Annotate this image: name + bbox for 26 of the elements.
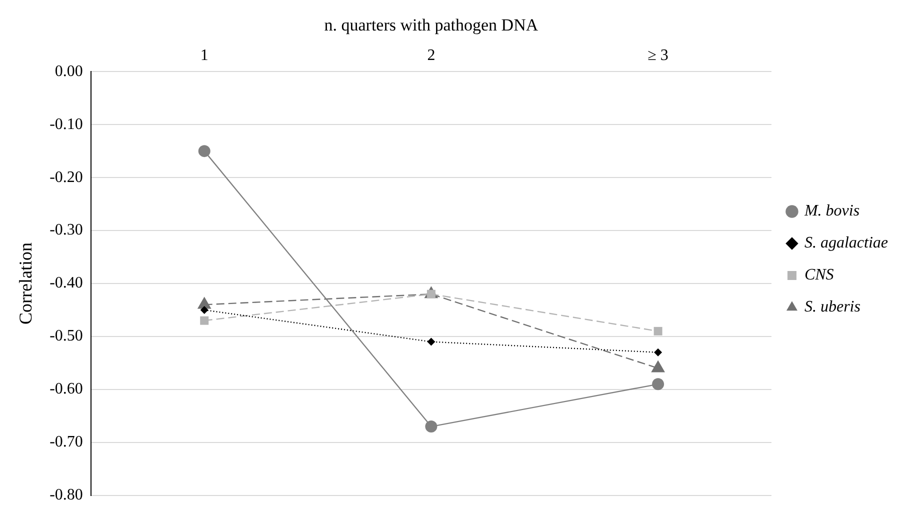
legend-label: CNS (804, 266, 834, 284)
y-tick-label: -0.60 (50, 380, 83, 398)
x-tick-label: 2 (427, 47, 436, 64)
point (198, 145, 210, 158)
x-tick-label: ≥ 3 (648, 47, 668, 64)
y-tick-label: -0.40 (50, 274, 83, 292)
y-tick-label: -0.30 (50, 222, 83, 239)
legend-label: S. agalactiae (804, 234, 888, 252)
y-tick-label: 0.00 (54, 62, 83, 80)
legend-label: S. uberis (804, 298, 860, 316)
y-tick-label: -0.10 (50, 116, 83, 133)
y-tick-label: -0.50 (50, 328, 83, 345)
x-axis-title: n. quarters with pathogen DNA (324, 16, 539, 35)
y-axis-title: Correlation (16, 242, 36, 324)
point (652, 378, 664, 390)
y-tick-label: -0.70 (50, 434, 83, 451)
point (200, 316, 209, 325)
x-tick-label: 1 (200, 47, 208, 64)
point (654, 348, 662, 356)
y-tick-label: -0.20 (50, 168, 83, 186)
y-tick-label: -0.80 (50, 486, 83, 504)
point (200, 306, 208, 314)
point (654, 326, 662, 336)
legend-label: M. bovis (803, 202, 860, 220)
point (425, 420, 438, 433)
point (427, 338, 436, 346)
